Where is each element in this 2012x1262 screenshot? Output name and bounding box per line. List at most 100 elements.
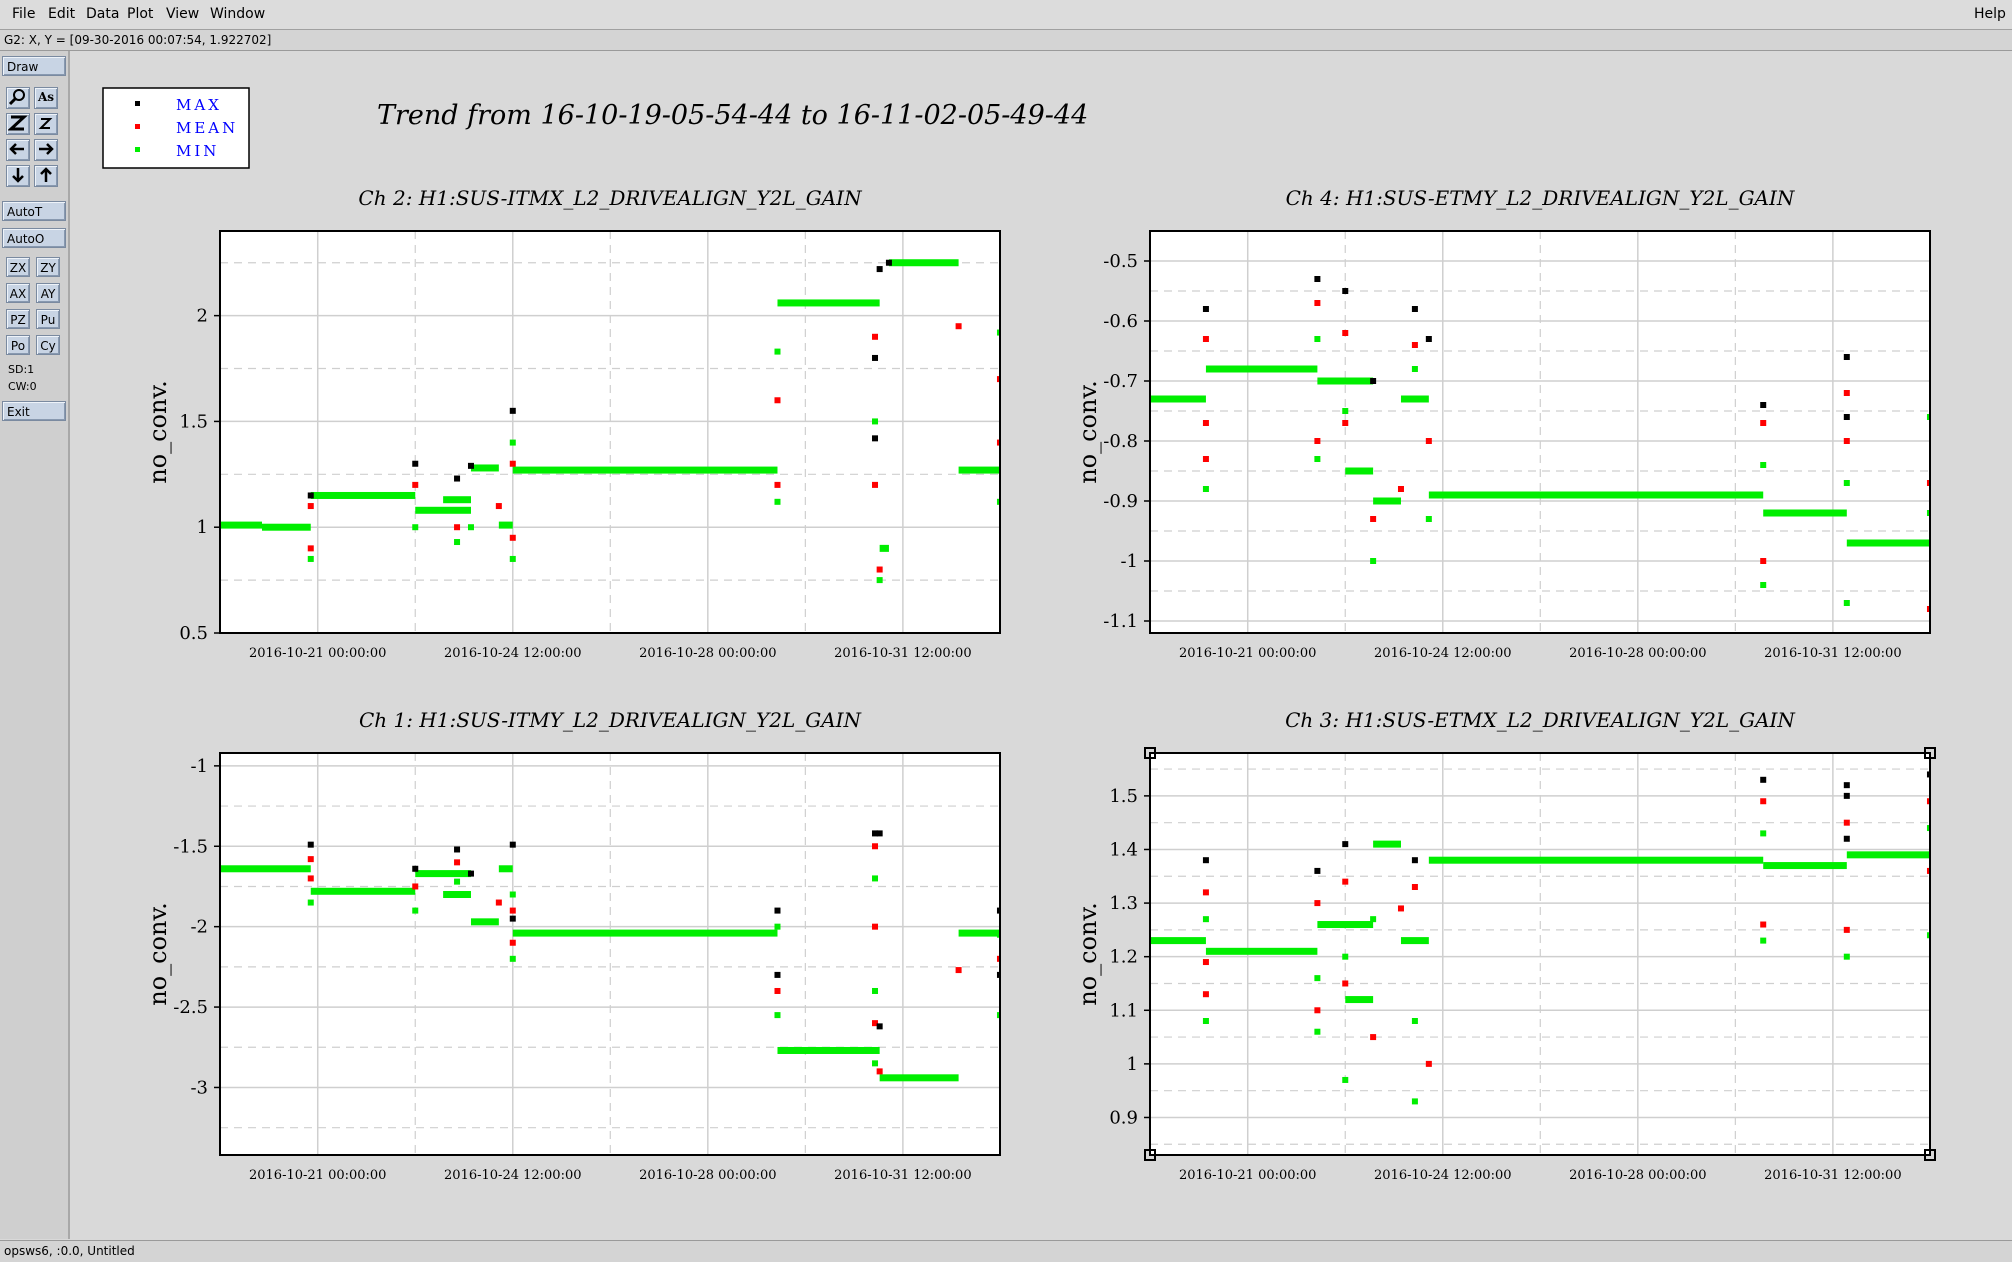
point-min [774, 1012, 781, 1019]
exit-button[interactable]: Exit [2, 401, 66, 421]
level-segment [470, 918, 499, 926]
legend-marker-max [135, 101, 140, 106]
y-tick-label: 1.3 [1109, 893, 1138, 914]
point-max [996, 907, 1000, 914]
point-max [509, 915, 516, 922]
point-max [1342, 288, 1349, 294]
selection-handle[interactable] [1924, 747, 1936, 759]
zx-button[interactable]: ZX [6, 257, 30, 277]
menu-view[interactable]: View [166, 6, 200, 22]
level-segment [1345, 996, 1374, 1004]
y-tick-label: 1.5 [179, 411, 208, 432]
coordinate-readout-bar: G2: X, Y = [09-30-2016 00:07:54, 1.92270… [0, 30, 2012, 51]
plot-area[interactable]: MAX MEAN MIN Trend from 16-10-19-05-54-4… [70, 51, 2012, 1239]
point-max [307, 492, 314, 499]
text-annotate-button[interactable]: As [34, 87, 58, 109]
legend-box [102, 87, 250, 169]
menu-data[interactable]: Data [86, 6, 120, 22]
y-axis-label: no_conv. [1074, 380, 1102, 484]
pan-up-button[interactable] [34, 165, 58, 187]
level-segment [958, 466, 1000, 474]
zoom-magnify-button[interactable] [6, 87, 30, 109]
point-mean [1314, 300, 1321, 306]
point-max [872, 830, 879, 837]
menu-edit[interactable]: Edit [48, 6, 76, 22]
level-segment [415, 506, 471, 514]
level-segment [1317, 921, 1374, 929]
point-min [1411, 1018, 1418, 1024]
level-segment [1317, 377, 1374, 385]
point-min [509, 891, 516, 898]
point-mean [872, 481, 879, 488]
ay-button[interactable]: AY [36, 283, 60, 303]
point-mean [1202, 889, 1209, 896]
x-tick-label: 2016-10-21 00:00:00 [1179, 646, 1316, 661]
level-segment [1345, 467, 1374, 475]
point-mean [1760, 921, 1767, 928]
pan-down-button[interactable] [6, 165, 30, 187]
draw-button[interactable]: Draw [2, 56, 66, 76]
selection-handle[interactable] [1144, 747, 1156, 759]
x-tick-label: 2016-10-28 00:00:00 [639, 1168, 776, 1183]
zoom-z-large-button[interactable] [6, 113, 30, 135]
point-min [996, 329, 1000, 336]
point-mean [774, 397, 781, 404]
pan-left-button[interactable] [6, 139, 30, 161]
cy-button[interactable]: Cy [36, 335, 60, 355]
point-mean [1314, 900, 1321, 907]
level-segment [310, 491, 416, 499]
legend-label-min: MIN [176, 142, 219, 160]
level-segment [958, 929, 1000, 937]
point-max [454, 846, 461, 853]
point-mean [1411, 342, 1418, 348]
y-tick-label: 1 [1127, 1054, 1138, 1075]
point-mean [412, 883, 419, 890]
sd-label: SD:1 [8, 363, 35, 376]
point-mean [996, 955, 1000, 962]
selection-handle[interactable] [1144, 1149, 1156, 1161]
menu-plot[interactable]: Plot [127, 6, 154, 22]
point-min [1843, 480, 1850, 486]
zoom-z-small-icon [38, 118, 53, 129]
point-max [876, 1023, 883, 1030]
y-tick-label: 0.5 [179, 623, 208, 644]
point-max [1370, 378, 1377, 384]
series-group [1150, 771, 1930, 1105]
point-mean [1926, 798, 1930, 805]
point-min [1314, 1028, 1321, 1035]
menu-help[interactable]: Help [1974, 6, 2006, 22]
autot-button[interactable]: AutoT [2, 201, 66, 221]
x-tick-label: 2016-10-31 12:00:00 [1764, 646, 1901, 661]
point-max [996, 971, 1000, 978]
point-min [454, 539, 461, 546]
ax-button[interactable]: AX [6, 283, 30, 303]
y-tick-label: -0.9 [1103, 491, 1138, 512]
y-tick-label: 2 [197, 306, 208, 327]
level-segment [1373, 840, 1401, 848]
level-segment [220, 865, 311, 873]
pu-button[interactable]: Pu [36, 309, 60, 329]
point-max [1425, 336, 1432, 342]
pz-button[interactable]: PZ [6, 309, 30, 329]
po-button[interactable]: Po [6, 335, 30, 355]
y-tick-label: 1.2 [1109, 947, 1138, 968]
menu-file[interactable]: File [12, 6, 36, 22]
point-mean [1342, 980, 1349, 987]
menu-window[interactable]: Window [210, 6, 266, 22]
selection-handle[interactable] [1924, 1149, 1936, 1161]
point-mean [454, 859, 461, 866]
point-mean [872, 333, 879, 340]
zy-button[interactable]: ZY [36, 257, 60, 277]
level-segment [1373, 497, 1401, 505]
point-mean [1397, 905, 1404, 912]
zoom-z-small-button[interactable] [34, 113, 58, 135]
point-mean [509, 534, 516, 541]
y-tick-label: -1.1 [1103, 611, 1138, 632]
pan-right-button[interactable] [34, 139, 58, 161]
point-min [1411, 1098, 1418, 1105]
point-min [509, 439, 516, 446]
point-min [1926, 414, 1930, 420]
point-min [412, 524, 419, 531]
point-min [1370, 558, 1377, 564]
autoo-button[interactable]: AutoO [2, 228, 66, 248]
